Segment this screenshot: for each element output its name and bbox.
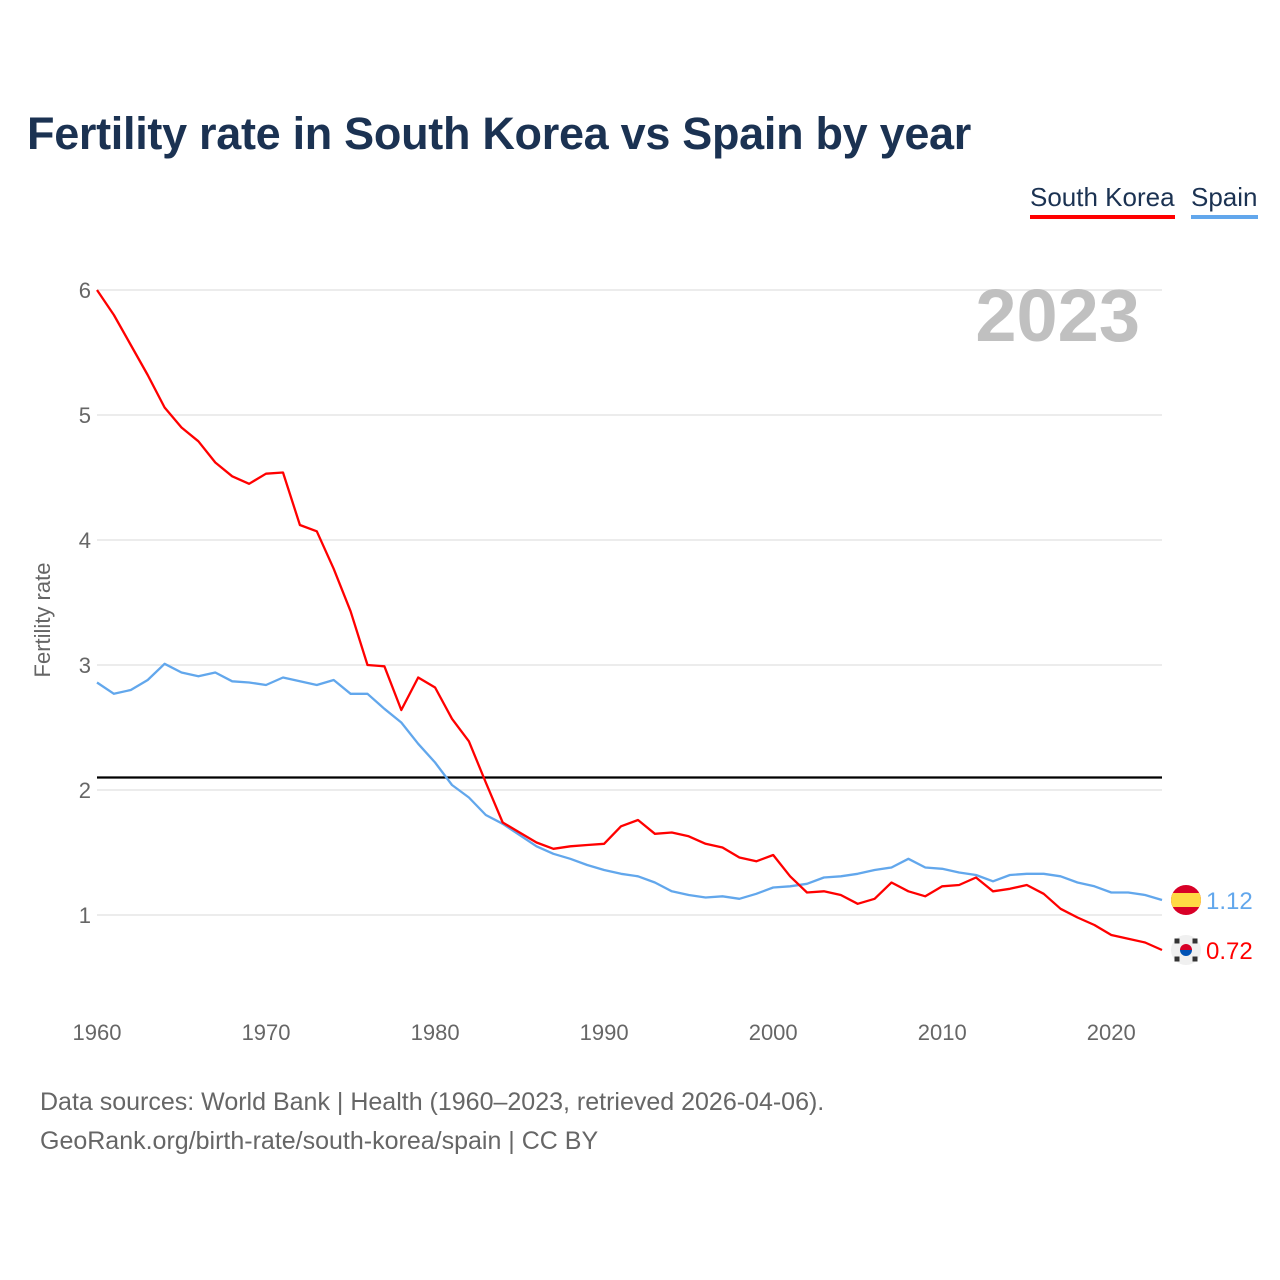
x-tick-label: 2010 bbox=[918, 1020, 967, 1045]
attribution-link[interactable]: GeoRank.org/birth-rate/south-korea/spain… bbox=[40, 1127, 599, 1155]
year-label: 2023 bbox=[975, 274, 1140, 357]
flag-red bbox=[1180, 944, 1192, 950]
x-tick-label: 1990 bbox=[580, 1020, 629, 1045]
south-korea-flag-icon bbox=[1171, 935, 1201, 965]
y-tick-label: 1 bbox=[79, 903, 91, 928]
series-line-spain bbox=[96, 662, 1163, 902]
legend-spain[interactable]: Spain bbox=[1191, 182, 1258, 219]
chart-title: Fertility rate in South Korea vs Spain b… bbox=[27, 108, 971, 159]
end-value-label: 0.72 bbox=[1206, 938, 1253, 965]
flag-yellow bbox=[1171, 893, 1201, 907]
x-tick-label: 1970 bbox=[242, 1020, 291, 1045]
y-tick-label: 3 bbox=[79, 653, 91, 678]
x-tick-label: 1980 bbox=[411, 1020, 460, 1045]
x-tick-label: 2020 bbox=[1087, 1020, 1136, 1045]
end-value-label: 1.12 bbox=[1206, 888, 1253, 915]
flag-trigram bbox=[1174, 938, 1180, 944]
spain-flag-icon bbox=[1171, 885, 1201, 915]
x-tick-label: 1960 bbox=[73, 1020, 122, 1045]
x-tick-label: 2000 bbox=[749, 1020, 798, 1045]
data-source-text: Data sources: World Bank | Health (1960–… bbox=[40, 1088, 825, 1116]
flag-trigram bbox=[1174, 956, 1180, 962]
series-line-south-korea bbox=[96, 289, 1163, 952]
y-tick-label: 2 bbox=[79, 778, 91, 803]
flag-trigram bbox=[1192, 938, 1198, 944]
y-tick-label: 4 bbox=[79, 528, 91, 553]
y-tick-label: 5 bbox=[79, 403, 91, 428]
legend-south-korea[interactable]: South Korea bbox=[1030, 182, 1175, 219]
y-tick-label: 6 bbox=[79, 278, 91, 303]
flag-blue bbox=[1180, 950, 1192, 956]
flag-trigram bbox=[1192, 956, 1198, 962]
y-axis-label: Fertility rate bbox=[30, 563, 55, 678]
